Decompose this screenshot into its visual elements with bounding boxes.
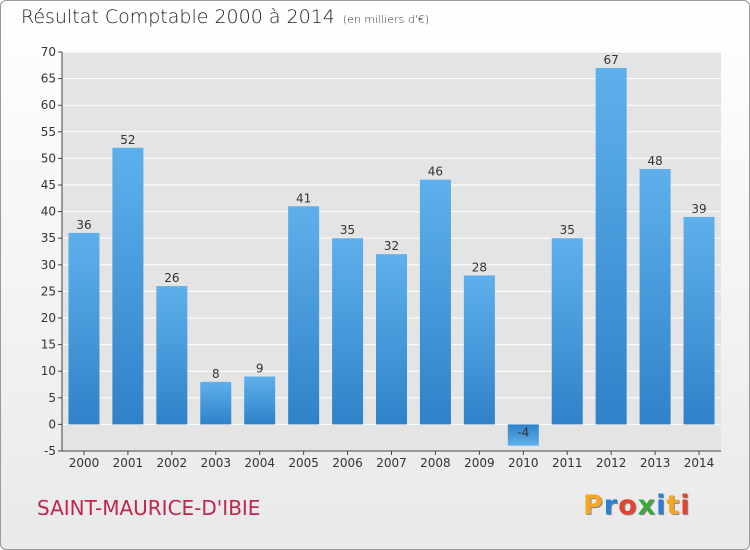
data-label: 9: [256, 362, 264, 376]
bar: [244, 376, 276, 425]
logo-letter: o: [618, 490, 638, 521]
y-tick-label: -5: [44, 444, 56, 458]
x-tick-label: 2009: [464, 456, 495, 470]
x-tick-label: 2004: [244, 456, 275, 470]
chart-title: Résultat Comptable 2000 à 2014 (en millie…: [21, 6, 429, 28]
data-label: 8: [212, 367, 220, 381]
data-label: 28: [472, 260, 487, 274]
x-tick-label: 2010: [508, 456, 539, 470]
y-tick-label: 0: [48, 417, 56, 431]
y-tick-label: 60: [41, 98, 56, 112]
data-label: 35: [340, 223, 355, 237]
y-tick-label: 5: [48, 391, 56, 405]
y-tick-label: 35: [41, 231, 56, 245]
logo-letter: t: [666, 490, 681, 521]
logo-letter: P: [583, 490, 604, 521]
x-tick-label: 2011: [552, 456, 583, 470]
x-tick-label: 2005: [288, 456, 319, 470]
bar: [507, 424, 539, 446]
logo-letter: i: [656, 490, 667, 521]
chart-subtitle: (en milliers d'€): [342, 13, 430, 26]
y-tick-label: 65: [41, 72, 56, 86]
x-tick-label: 2008: [420, 456, 451, 470]
y-tick-label: 55: [41, 125, 56, 139]
logo-letter: x: [637, 490, 657, 521]
y-tick-label: 15: [41, 338, 56, 352]
data-label: -4: [517, 425, 529, 439]
bar: [332, 238, 364, 425]
x-tick-label: 2014: [684, 456, 715, 470]
commune-name: SAINT-MAURICE-D'IBIE: [37, 496, 261, 520]
data-label: 52: [120, 133, 135, 147]
data-label: 26: [164, 271, 179, 285]
data-label: 39: [691, 202, 706, 216]
x-tick-label: 2007: [376, 456, 407, 470]
data-label: 36: [76, 218, 91, 232]
data-label: 35: [560, 223, 575, 237]
bar: [288, 206, 320, 425]
data-label: 32: [384, 239, 399, 253]
bar: [112, 147, 144, 425]
bar: [551, 238, 583, 425]
x-tick-label: 2003: [200, 456, 231, 470]
x-tick-label: 2013: [640, 456, 671, 470]
bar: [376, 254, 407, 425]
x-tick-label: 2001: [113, 456, 144, 470]
logo-letter: r: [603, 490, 619, 521]
bar: [683, 216, 715, 425]
bar: [68, 232, 100, 425]
x-tick-label: 2006: [332, 456, 363, 470]
y-tick-label: 40: [41, 205, 56, 219]
title-text: Résultat Comptable 2000 à 2014: [21, 6, 335, 28]
bar: [200, 381, 232, 425]
proxiti-logo: Proxiti: [583, 490, 691, 521]
data-label: 46: [428, 165, 443, 179]
y-tick-label: 10: [41, 364, 56, 378]
data-label: 48: [647, 154, 662, 168]
bar: [595, 67, 627, 425]
x-tick-label: 2012: [596, 456, 627, 470]
y-tick-label: 25: [41, 284, 56, 298]
bar: [463, 275, 495, 425]
y-tick-label: 20: [41, 311, 56, 325]
y-tick-label: 50: [41, 151, 56, 165]
logo-letter: i: [680, 490, 691, 521]
data-label: 67: [604, 53, 619, 67]
y-tick-label: 70: [41, 45, 56, 59]
y-tick-label: 45: [41, 178, 56, 192]
bar: [419, 179, 451, 425]
bar: [639, 169, 671, 425]
data-label: 41: [296, 191, 311, 205]
x-tick-label: 2000: [69, 456, 100, 470]
y-tick-label: 30: [41, 258, 56, 272]
bar: [156, 286, 188, 425]
x-tick-label: 2002: [157, 456, 188, 470]
